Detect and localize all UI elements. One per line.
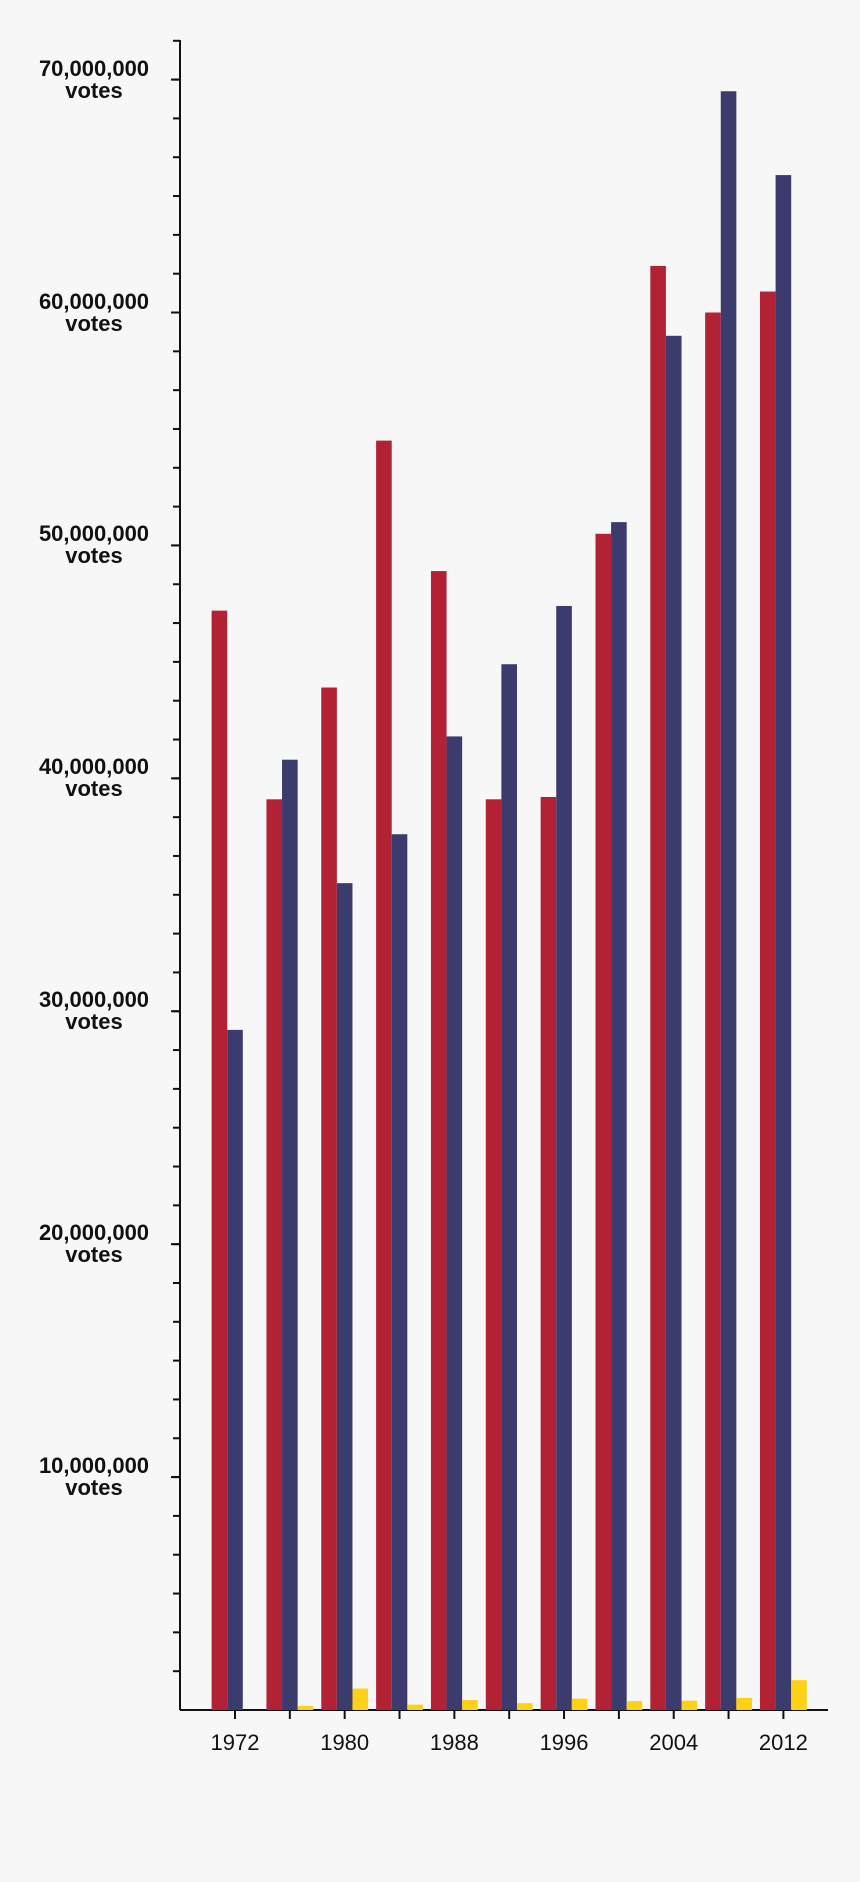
- bar: [391, 834, 408, 1710]
- x-tick-label: 2012: [759, 1730, 808, 1755]
- bar: [720, 91, 737, 1710]
- bar: [760, 291, 776, 1711]
- bar: [736, 1697, 752, 1710]
- bar: [705, 312, 721, 1710]
- x-tick-label: 1972: [211, 1730, 260, 1755]
- bar: [501, 664, 517, 1711]
- bar: [282, 759, 298, 1710]
- bar: [462, 1699, 478, 1710]
- y-tick-label: 20,000,000 votes: [38, 1220, 150, 1268]
- x-tick-label: 1996: [540, 1730, 589, 1755]
- bar: [595, 533, 612, 1710]
- y-tick-label: 40,000,000 votes: [38, 754, 150, 802]
- bar: [540, 796, 557, 1710]
- bar: [446, 736, 463, 1710]
- y-tick-label: 70,000,000 votes: [38, 55, 150, 103]
- x-tick-label: 1980: [320, 1730, 369, 1755]
- y-tick-label: 30,000,000 votes: [38, 987, 150, 1035]
- bar: [681, 1700, 698, 1710]
- x-tick-label: 2004: [649, 1730, 698, 1755]
- bar: [650, 265, 666, 1710]
- bar: [626, 1701, 643, 1710]
- bar: [611, 522, 627, 1710]
- bar: [336, 883, 353, 1710]
- y-tick-label: 50,000,000 votes: [38, 521, 150, 569]
- bar: [571, 1698, 588, 1710]
- bar: [556, 605, 572, 1710]
- bar: [485, 799, 502, 1710]
- bar: [297, 1706, 314, 1710]
- bar: [665, 335, 682, 1710]
- bar: [430, 571, 447, 1710]
- bar: [266, 799, 283, 1710]
- x-tick-label: 1988: [430, 1730, 479, 1755]
- bar: [407, 1704, 423, 1710]
- bar: [321, 687, 337, 1710]
- y-tick-label: 60,000,000 votes: [38, 288, 150, 336]
- bar: [227, 1029, 243, 1710]
- bar: [352, 1688, 369, 1710]
- bar: [376, 440, 392, 1711]
- bar: [211, 610, 228, 1710]
- y-tick-label: 10,000,000 votes: [38, 1453, 150, 1501]
- bar: [775, 175, 792, 1710]
- bar: [517, 1703, 533, 1710]
- bar: [791, 1680, 807, 1710]
